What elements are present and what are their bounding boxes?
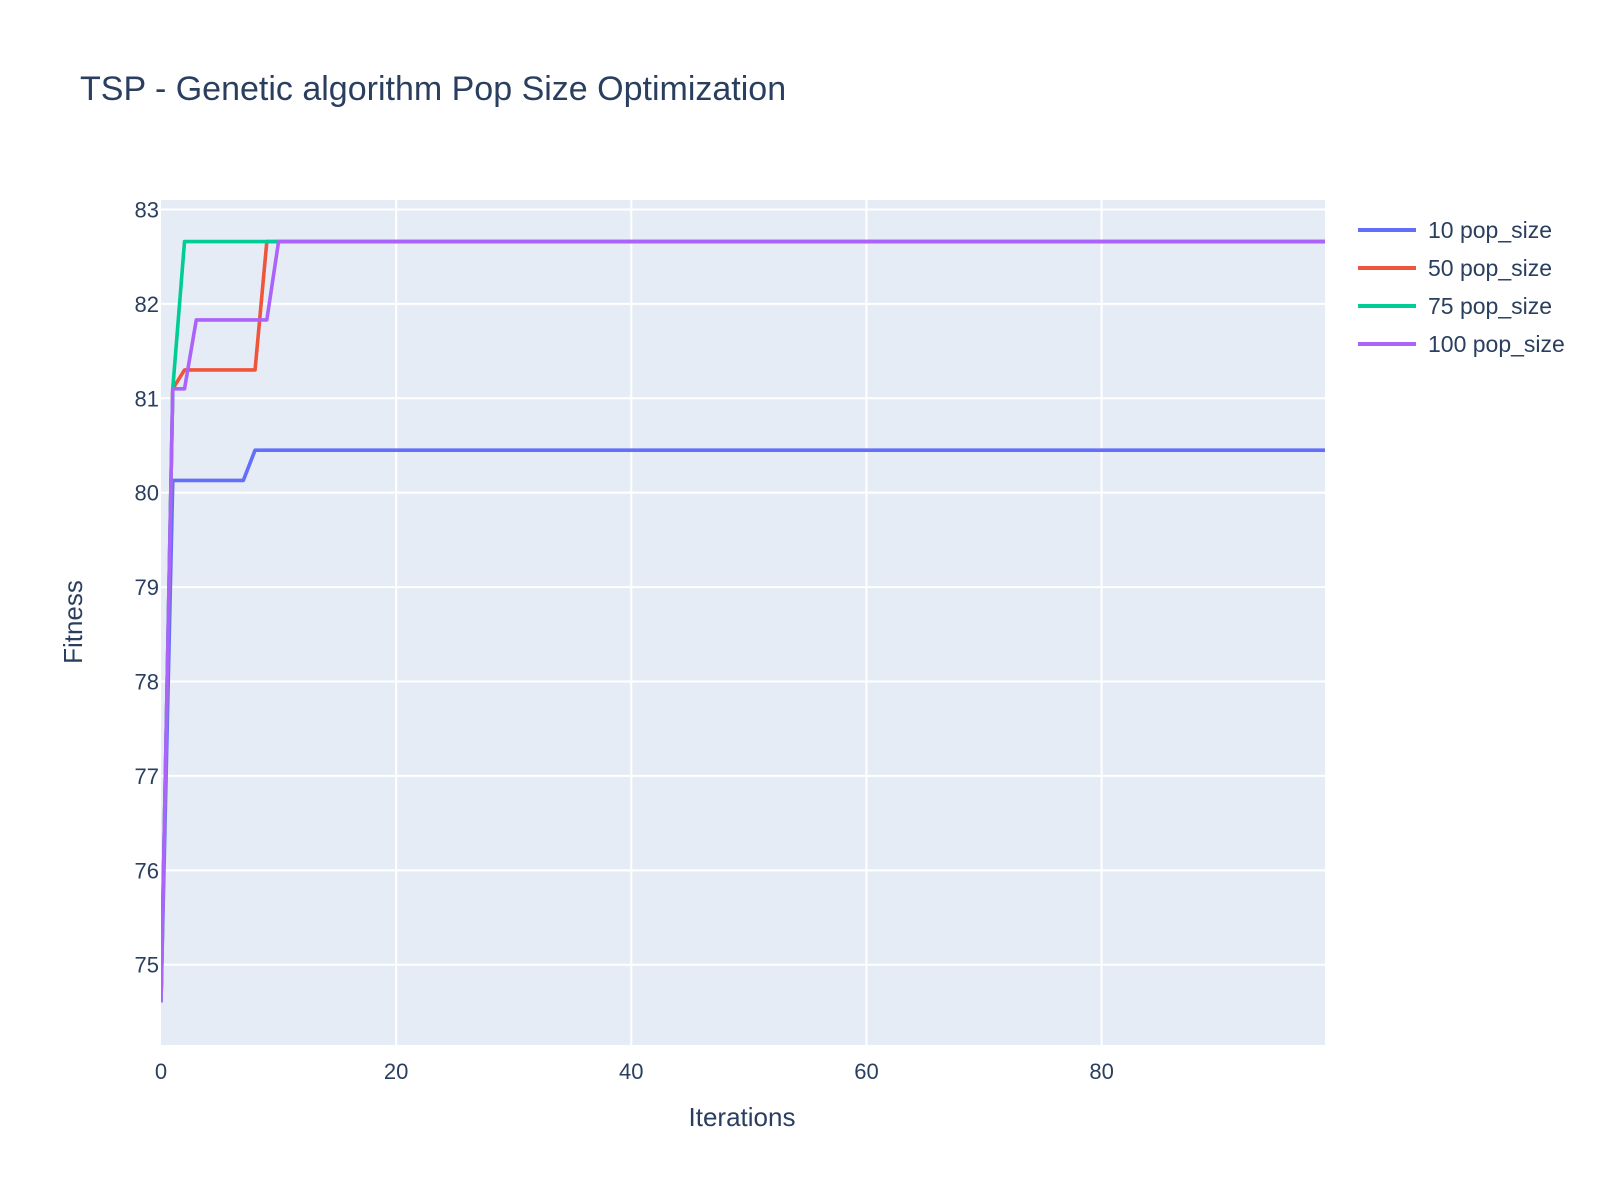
y-tick-label: 76 xyxy=(135,858,159,883)
legend-item[interactable]: 50 pop_size xyxy=(1358,255,1552,281)
x-tick-label: 40 xyxy=(619,1059,643,1084)
legend-label: 75 pop_size xyxy=(1428,293,1552,319)
chart-title: TSP - Genetic algorithm Pop Size Optimiz… xyxy=(80,70,786,108)
x-axis-title: Iterations xyxy=(689,1102,796,1132)
y-tick-label: 75 xyxy=(135,953,159,978)
y-tick-label: 79 xyxy=(135,575,159,600)
plot-area xyxy=(161,200,1325,1045)
legend-label: 10 pop_size xyxy=(1428,217,1552,243)
y-tick-label: 78 xyxy=(135,670,159,695)
y-axis-ticks: 75 76 77 78 79 80 81 82 83 xyxy=(135,197,159,977)
y-tick-label: 80 xyxy=(135,481,159,506)
legend-item[interactable]: 75 pop_size xyxy=(1358,293,1552,319)
x-tick-label: 80 xyxy=(1089,1059,1113,1084)
y-tick-label: 77 xyxy=(135,764,159,789)
x-tick-label: 0 xyxy=(155,1059,167,1084)
x-axis-ticks: 0 20 40 60 80 xyxy=(155,1059,1114,1084)
legend[interactable]: 10 pop_size 50 pop_size 75 pop_size 100 pop… xyxy=(1358,217,1565,357)
series-lines xyxy=(161,239,1325,1003)
y-tick-label: 82 xyxy=(135,292,159,317)
y-tick-label: 83 xyxy=(135,197,159,222)
gridlines xyxy=(161,200,1325,1045)
x-tick-label: 60 xyxy=(854,1059,878,1084)
legend-item[interactable]: 100 pop_size xyxy=(1358,331,1565,357)
series-line-3 xyxy=(161,239,1325,1003)
legend-label: 100 pop_size xyxy=(1428,331,1565,357)
x-tick-label: 20 xyxy=(384,1059,408,1084)
legend-item[interactable]: 10 pop_size xyxy=(1358,217,1552,243)
y-axis-title: Fitness xyxy=(58,580,88,664)
y-tick-label: 81 xyxy=(135,386,159,411)
legend-label: 50 pop_size xyxy=(1428,255,1552,281)
